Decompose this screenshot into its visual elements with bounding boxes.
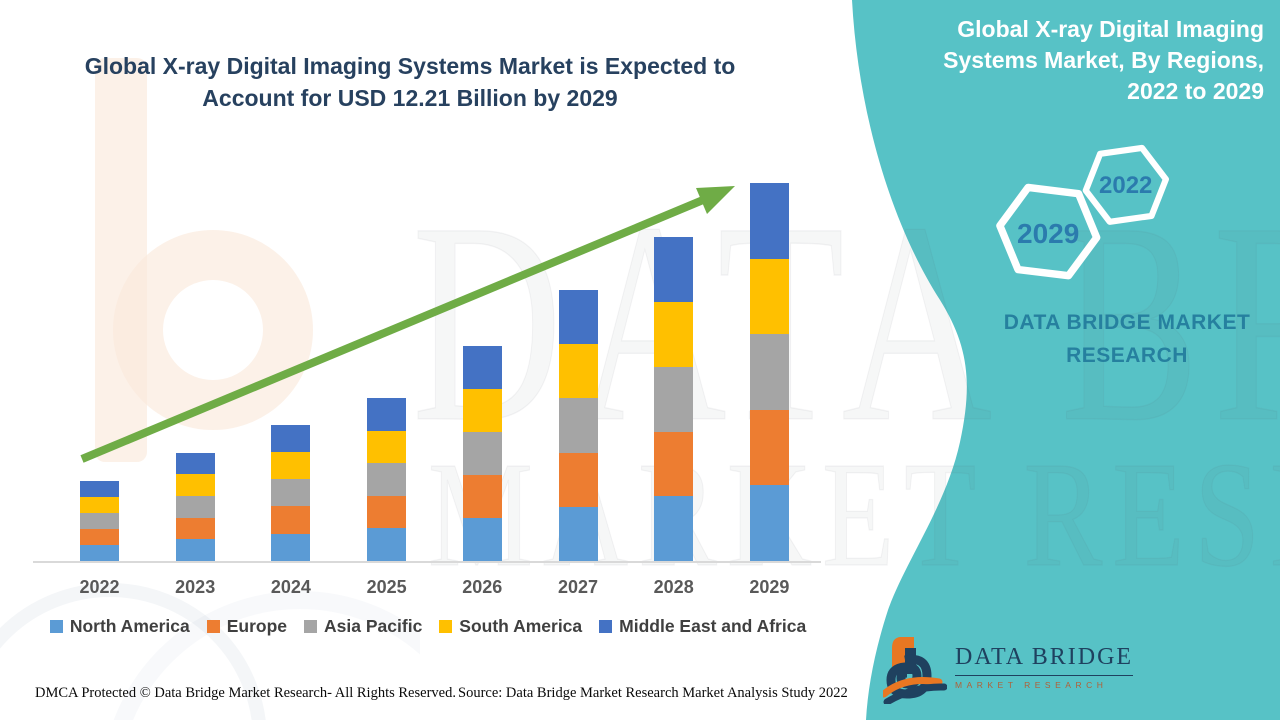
bar-segment-middle-east-and-africa-2022 <box>80 480 119 497</box>
bar-segment-north-america-2027 <box>558 506 598 561</box>
legend-swatch-icon <box>439 620 453 633</box>
bar-segment-north-america-2023 <box>175 539 215 561</box>
chart-legend: North America Europe Asia Pacific South Ame… <box>28 616 828 637</box>
bar-2027 <box>558 290 598 561</box>
bar-2026 <box>462 345 502 561</box>
bar-2028 <box>654 237 694 561</box>
dmca-notice: DMCA Protected © Data Bridge Market Rese… <box>35 685 456 701</box>
x-axis-label-2029: 2029 <box>749 577 790 597</box>
bar-segment-europe-2025 <box>367 495 407 529</box>
bar-segment-asia-pacific-2022 <box>80 512 119 529</box>
bar-segment-south-america-2028 <box>654 302 694 367</box>
source-note: Source: Data Bridge Market Research Mark… <box>458 685 848 701</box>
bar-segment-middle-east-and-africa-2027 <box>558 290 598 345</box>
legend-swatch-icon <box>304 620 318 633</box>
x-axis-label-2025: 2025 <box>366 577 407 597</box>
hexagon-outline-icon <box>1082 144 1169 225</box>
bar-segment-asia-pacific-2029 <box>749 334 789 410</box>
legend-label: Asia Pacific <box>324 616 423 636</box>
legend-item-south-america: South America <box>439 616 582 637</box>
x-axis-label-2028: 2028 <box>653 577 694 597</box>
bar-segment-north-america-2028 <box>654 496 694 561</box>
legend-swatch-icon <box>599 620 613 633</box>
bar-segment-south-america-2029 <box>749 258 789 335</box>
bar-segment-north-america-2025 <box>367 528 407 561</box>
bar-2025 <box>367 398 407 561</box>
panel-brand-caption: DATA BRIDGE MARKET RESEARCH <box>988 306 1266 372</box>
bar-segment-middle-east-and-africa-2029 <box>749 183 789 259</box>
bar-segment-north-america-2026 <box>462 517 502 561</box>
bar-segment-south-america-2026 <box>462 388 502 432</box>
bar-segment-middle-east-and-africa-2023 <box>175 452 215 475</box>
bar-segment-asia-pacific-2024 <box>271 479 311 507</box>
legend-label: North America <box>69 616 190 636</box>
bar-segment-europe-2026 <box>462 474 502 518</box>
bar-segment-south-america-2022 <box>80 496 119 513</box>
bar-segment-europe-2027 <box>558 452 598 507</box>
bar-segment-europe-2023 <box>175 517 215 540</box>
hexagon-2029: 2029 <box>990 180 1107 288</box>
side-title-line2: Systems Market, By Regions, <box>943 47 1264 73</box>
bar-segment-europe-2028 <box>654 431 694 497</box>
x-axis-label-2026: 2026 <box>462 577 503 597</box>
data-bridge-logo: DATA BRIDGE MARKET RESEARCH <box>883 634 1134 704</box>
bar-segment-asia-pacific-2027 <box>558 398 598 453</box>
legend-item-middle-east-and-africa: Middle East and Africa <box>599 616 806 637</box>
brand-caption-line2: RESEARCH <box>1066 344 1188 367</box>
hexagon-outline-icon <box>996 183 1101 280</box>
bar-segment-europe-2029 <box>749 409 789 486</box>
bar-segment-south-america-2027 <box>558 344 598 399</box>
bar-2029 <box>749 183 789 561</box>
data-bridge-b-icon <box>883 637 947 704</box>
bar-segment-middle-east-and-africa-2028 <box>654 237 694 303</box>
bar-segment-europe-2022 <box>80 528 119 545</box>
page-title-line1: Global X-ray Digital Imaging Systems Mar… <box>84 53 736 79</box>
side-panel-title: Global X-ray Digital Imaging Systems Mar… <box>912 14 1264 107</box>
brand-caption-line1: DATA BRIDGE MARKET <box>1003 311 1251 334</box>
bar-segment-middle-east-and-africa-2025 <box>367 398 407 431</box>
hexagon-2022: 2022 <box>1077 141 1175 230</box>
legend-label: Europe <box>226 616 288 636</box>
bar-segment-asia-pacific-2025 <box>367 463 407 496</box>
logo-tagline: MARKET RESEARCH <box>955 680 1108 690</box>
x-axis-label-2022: 2022 <box>79 577 120 597</box>
page-title: Global X-ray Digital Imaging Systems Mar… <box>52 50 768 114</box>
swoosh-watermark <box>0 583 420 720</box>
legend-swatch-icon <box>49 620 63 633</box>
bar-segment-south-america-2024 <box>271 452 311 480</box>
bar-2024 <box>271 424 311 561</box>
bar-segment-asia-pacific-2026 <box>462 431 502 475</box>
legend-item-north-america: North America <box>49 616 190 637</box>
legend-label: Middle East and Africa <box>619 616 807 636</box>
legend-item-asia-pacific: Asia Pacific <box>304 616 422 637</box>
page-title-line2: Account for USD 12.21 Billion by 2029 <box>202 85 618 111</box>
legend-label: South America <box>459 616 583 636</box>
bar-segment-south-america-2023 <box>175 474 215 496</box>
bar-segment-middle-east-and-africa-2024 <box>271 424 311 453</box>
bar-2023 <box>175 452 215 561</box>
bar-segment-europe-2024 <box>271 506 311 534</box>
x-axis-label-2023: 2023 <box>175 577 216 597</box>
side-title-line3: 2022 to 2029 <box>1127 78 1264 104</box>
x-axis-label-2027: 2027 <box>557 577 599 597</box>
legend-swatch-icon <box>206 620 220 633</box>
logo-wordmark: DATA BRIDGE <box>955 644 1134 676</box>
x-axis-label-2024: 2024 <box>270 577 311 597</box>
bar-2022 <box>80 480 119 561</box>
bar-segment-asia-pacific-2028 <box>654 366 694 432</box>
side-title-line1: Global X-ray Digital Imaging <box>957 16 1264 42</box>
bar-segment-south-america-2025 <box>367 430 407 464</box>
bar-segment-middle-east-and-africa-2026 <box>462 345 502 389</box>
bar-segment-asia-pacific-2023 <box>175 495 215 518</box>
legend-item-europe: Europe <box>206 616 288 637</box>
bar-segment-north-america-2029 <box>749 485 789 561</box>
bar-segment-north-america-2022 <box>80 544 119 561</box>
x-axis-line <box>33 561 821 563</box>
bar-segment-north-america-2024 <box>271 533 311 561</box>
